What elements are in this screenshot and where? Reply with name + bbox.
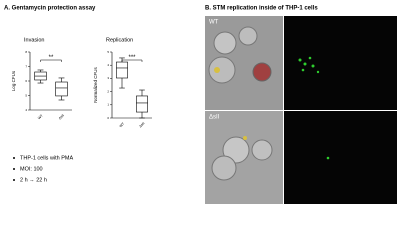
y-tick-label: 5 (107, 50, 109, 54)
y-tick-label: 8 (25, 50, 27, 54)
significance: ** (49, 55, 54, 61)
row-label: WT (209, 20, 219, 26)
significance: *** (128, 55, 136, 61)
box (55, 81, 68, 97)
y-tick-label: 2 (107, 89, 109, 93)
box (136, 95, 148, 113)
bullet (13, 168, 15, 170)
figure: A. Gentamycin protection assay B. STM re… (4, 6, 397, 204)
microscopy (205, 16, 397, 204)
x-tick-label: WT (119, 121, 126, 128)
panel-b-title: B. STM replication inside of THP-1 cells (205, 6, 318, 12)
y-tick-label: 1 (107, 103, 109, 107)
y-tick-label: 4 (107, 63, 109, 67)
y-tick-label: 5 (25, 93, 27, 97)
row-label: ΔsII (209, 115, 220, 121)
note: 2 h → 22 h (20, 177, 47, 183)
y-tick-label: 4 (25, 108, 27, 112)
y-tick-label: 3 (107, 76, 109, 80)
x-tick-label: ΔsII (138, 121, 145, 128)
plot-title: Invasion (24, 37, 45, 43)
panel-a-title: A. Gentamycin protection assay (4, 6, 96, 12)
y-axis-label: Normalized CFUs (93, 67, 98, 103)
bullet (13, 179, 15, 181)
significance-bracket (40, 59, 62, 62)
note: MOI: 100 (20, 166, 43, 172)
y-tick-label: 0 (107, 116, 109, 120)
x-tick-label: ΔsII (58, 113, 65, 120)
x-tick-label: WT (37, 113, 44, 120)
bullet (13, 157, 15, 159)
significance-bracket (121, 59, 143, 62)
y-axis-label: Log CFUs (11, 70, 16, 91)
y-tick-label: 6 (25, 79, 27, 83)
plot-title: Replication (106, 37, 133, 43)
y-tick-label: 7 (25, 64, 27, 68)
box (116, 61, 128, 79)
note: THP-1 cells with PMA (20, 155, 74, 161)
